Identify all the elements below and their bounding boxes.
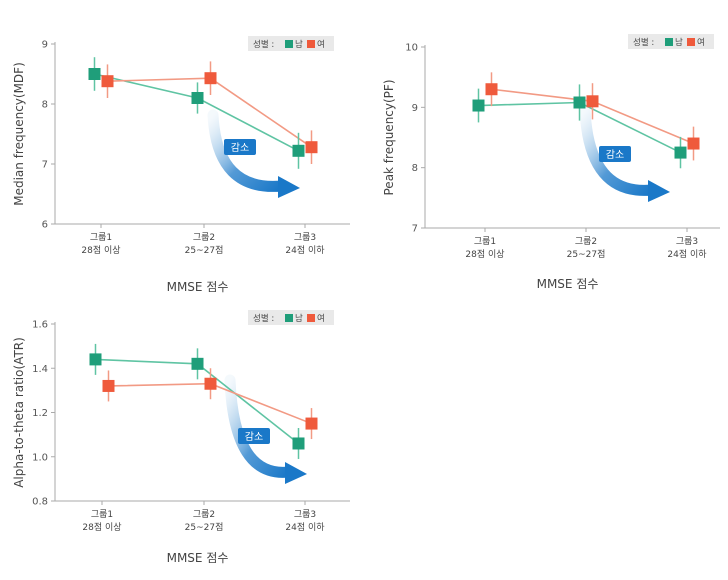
legend-label-female: 여	[697, 37, 705, 48]
arrow-body	[207, 109, 288, 192]
decrease-arrow: 감소	[207, 109, 300, 198]
legend-label-male: 남	[295, 40, 303, 50]
data-point-female	[305, 417, 318, 430]
x-tick-label-range: 25~27점	[567, 248, 606, 260]
x-tick-label-group: 그룹2	[193, 509, 215, 520]
x-tick-label-range: 28점 이상	[82, 521, 121, 533]
data-point-male	[674, 146, 687, 159]
legend-title: 성별 :	[633, 37, 654, 48]
x-tick-label-range: 28점 이상	[465, 248, 504, 260]
arrow-label-box	[238, 428, 270, 444]
data-point-female	[305, 141, 318, 154]
x-tick-label-group: 그룹1	[90, 232, 112, 243]
y-tick-label: 1.2	[32, 408, 48, 419]
data-point-male	[472, 99, 485, 112]
x-tick-label-group: 그룹3	[676, 236, 698, 247]
legend: 성별 : 남 여	[248, 36, 334, 51]
x-tick-label-group: 그룹2	[575, 236, 597, 247]
x-tick-label-group: 그룹1	[474, 236, 496, 247]
data-point-male	[88, 68, 101, 80]
data-point-female	[204, 72, 217, 85]
y-axis-title: Alpha-to-theta ratio(ATR)	[12, 337, 26, 488]
decrease-arrow: 감소	[224, 374, 307, 484]
legend-label-male: 남	[295, 314, 303, 324]
y-tick-label: 1.0	[32, 452, 48, 463]
x-axis-title: MMSE 점수	[537, 277, 599, 291]
data-point-female	[586, 95, 599, 108]
data-point-female	[204, 377, 217, 390]
legend: 성별 : 남 여	[628, 34, 714, 49]
y-tick-label: 1.4	[32, 364, 48, 375]
arrow-body	[579, 104, 658, 196]
data-point-male	[292, 144, 305, 157]
x-tick-label-range: 25~27점	[185, 244, 224, 256]
x-tick-label-group: 그룹1	[91, 509, 113, 520]
data-point-female	[102, 379, 115, 392]
y-tick-label: 7	[412, 224, 418, 235]
x-tick-label-group: 그룹2	[193, 232, 215, 243]
arrow-label-box	[224, 139, 256, 155]
y-tick-label: 0.8	[32, 497, 48, 508]
x-tick-label-range: 24점 이하	[285, 244, 325, 256]
x-axis-title: MMSE 점수	[167, 551, 229, 565]
data-point-female	[485, 83, 498, 96]
y-axis-title: Peak frequency(PF)	[382, 80, 396, 196]
arrow-head	[648, 180, 670, 202]
legend-swatch-male	[285, 40, 293, 48]
data-point-female	[101, 75, 114, 88]
arrow-label: 감소	[231, 142, 249, 154]
data-point-male	[89, 353, 102, 366]
arrow-label: 감소	[606, 149, 624, 161]
legend-swatch-male	[665, 38, 673, 46]
x-tick-label-range: 25~27점	[185, 521, 224, 533]
legend-swatch-male	[285, 314, 293, 322]
y-axis-title: Median frequency(MDF)	[12, 62, 26, 206]
x-tick-label-range: 24점 이하	[285, 521, 325, 533]
legend-label-female: 여	[317, 39, 325, 50]
legend: 성별 : 남 여	[248, 310, 334, 325]
y-tick-label: 8	[42, 100, 48, 111]
legend-label-female: 여	[317, 313, 325, 324]
data-point-female	[687, 137, 700, 150]
y-tick-label: 10	[405, 43, 418, 54]
y-tick-label: 7	[42, 160, 48, 171]
x-tick-label-range: 24점 이하	[667, 248, 707, 260]
data-point-male	[191, 92, 204, 104]
y-tick-label: 6	[42, 220, 48, 231]
x-axis-title: MMSE 점수	[167, 280, 229, 294]
y-tick-label: 9	[412, 103, 418, 114]
arrow-label: 감소	[245, 431, 263, 443]
data-point-male	[573, 96, 586, 109]
data-point-male	[191, 357, 204, 370]
x-tick-label-group: 그룹3	[294, 509, 316, 520]
series-line-male	[94, 73, 299, 152]
legend-swatch-female	[687, 38, 695, 46]
arrow-head	[285, 462, 307, 484]
legend-swatch-female	[307, 314, 315, 322]
y-tick-label: 1.6	[32, 320, 48, 331]
arrow-head	[278, 176, 300, 198]
arrow-body	[224, 374, 295, 478]
y-tick-label: 8	[412, 163, 418, 174]
data-point-male	[292, 437, 305, 450]
x-tick-label-group: 그룹3	[294, 232, 316, 243]
legend-title: 성별 :	[253, 39, 274, 50]
arrow-label-box	[599, 146, 631, 162]
legend-title: 성별 :	[253, 313, 274, 324]
y-tick-label: 9	[42, 40, 48, 51]
decrease-arrow: 감소	[579, 104, 670, 202]
x-tick-label-range: 28점 이상	[81, 244, 120, 256]
legend-label-male: 남	[675, 38, 683, 48]
legend-swatch-female	[307, 40, 315, 48]
